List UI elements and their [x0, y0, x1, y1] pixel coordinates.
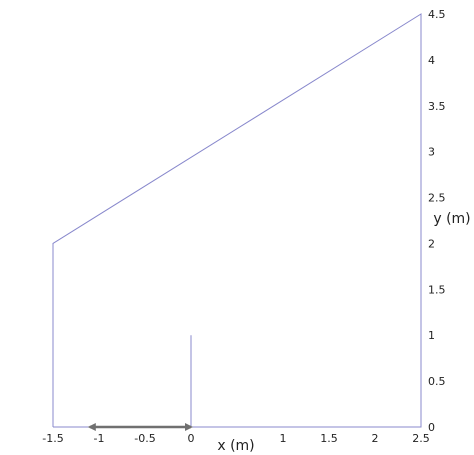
y-tick-label: 0 [428, 421, 435, 434]
x-tick-label: 2 [372, 432, 379, 445]
x-tick-label: 1 [280, 432, 287, 445]
y-tick-label: 3.5 [428, 100, 446, 113]
y-tick-label: 2.5 [428, 192, 446, 205]
series-line-1 [52, 13, 422, 428]
y-tick-label: 1.5 [428, 283, 446, 296]
y-tick-label: 3 [428, 146, 435, 159]
y-tick-label: 4.5 [428, 8, 446, 21]
y-axis-label: y (m) [433, 211, 470, 227]
y-tick-label: 1 [428, 329, 435, 342]
x-tick-label: 2.5 [412, 432, 430, 445]
y-tick-label: 0.5 [428, 375, 446, 388]
series-layer [52, 13, 422, 428]
x-tick-label: -1.5 [42, 432, 63, 445]
x-tick-label: 1.5 [320, 432, 338, 445]
x-tick-label: -0.5 [134, 432, 155, 445]
x-axis-ticks: -1.5 -1 -0.5 0 1 1.5 2 2.5 [42, 432, 429, 445]
x-tick-label: -1 [94, 432, 105, 445]
x-axis-label: x (m) [217, 438, 254, 454]
y-tick-label: 2 [428, 237, 435, 250]
y-tick-label: 4 [428, 54, 435, 67]
y-axis-ticks: 0 0.5 1 1.5 2 2.5 3 3.5 4 4.5 [428, 8, 446, 434]
x-tick-label: 0 [188, 432, 195, 445]
